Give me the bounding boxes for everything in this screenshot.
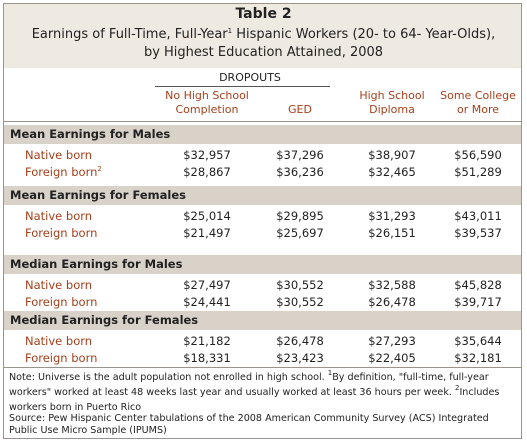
title-line: by Highest Education Attained, 2008 bbox=[143, 45, 384, 60]
text: Hispanic Workers (20- to 64- Year-Olds), bbox=[232, 27, 496, 42]
section-band bbox=[4, 255, 521, 274]
section-title: Mean Earnings for Females bbox=[10, 188, 186, 202]
cell: $23,423 bbox=[276, 351, 324, 365]
title-background bbox=[4, 4, 521, 68]
cell: $36,236 bbox=[276, 165, 324, 179]
cell: $38,907 bbox=[368, 148, 416, 162]
cell: $35,644 bbox=[454, 334, 502, 348]
text: Native born bbox=[25, 278, 93, 292]
group-label: DROPOUTS bbox=[219, 71, 281, 84]
text: Native born bbox=[25, 148, 93, 162]
text: Note: Universe is the adult population n… bbox=[9, 372, 328, 383]
column-header: or More bbox=[456, 103, 500, 116]
cell: $30,552 bbox=[276, 278, 324, 292]
text: Foreign born bbox=[25, 226, 98, 240]
text: By definition, "full-time, full-year wor… bbox=[9, 372, 489, 398]
cell: $30,552 bbox=[276, 295, 324, 309]
text: Native born bbox=[25, 209, 93, 223]
column-header: Some College bbox=[440, 89, 516, 102]
cell: $27,293 bbox=[368, 334, 416, 348]
cell: $21,182 bbox=[183, 334, 231, 348]
row-label: Native born bbox=[25, 148, 92, 162]
cell: $26,478 bbox=[276, 334, 324, 348]
text: Foreign born bbox=[25, 295, 98, 309]
group-rule bbox=[155, 86, 330, 87]
cell: $26,478 bbox=[368, 295, 416, 309]
row-label: Native born bbox=[25, 209, 92, 223]
section-band bbox=[4, 186, 521, 205]
cell: $39,717 bbox=[454, 295, 502, 309]
note: Note: Universe is the adult population n… bbox=[9, 370, 517, 415]
cell: $22,405 bbox=[368, 351, 416, 365]
cell: $32,465 bbox=[368, 165, 416, 179]
text: Earnings of Full-Time, Full-Year bbox=[31, 27, 228, 42]
cell: $29,895 bbox=[276, 209, 324, 223]
cell: $56,590 bbox=[454, 148, 502, 162]
row-label: Native born bbox=[25, 278, 92, 292]
superscript: 2 bbox=[455, 384, 460, 392]
column-header: GED bbox=[288, 103, 312, 116]
cell: $32,957 bbox=[183, 148, 231, 162]
source: Source: Pew Hispanic Center tabulations … bbox=[9, 413, 489, 436]
cell: $25,697 bbox=[276, 226, 324, 240]
notes-rule bbox=[4, 367, 521, 368]
column-header: High School bbox=[359, 89, 425, 102]
cell: $18,331 bbox=[183, 351, 231, 365]
column-header: Diploma bbox=[369, 103, 415, 116]
row-label: Foreign born bbox=[25, 295, 97, 309]
text: Includes workers born in Puerto Rico bbox=[9, 387, 500, 413]
section-band bbox=[4, 125, 521, 144]
header-rule bbox=[4, 121, 521, 122]
title-line: Earnings of Full-Time, Full-Year1 Hispan… bbox=[0, 27, 527, 42]
row-label: Foreign born2 bbox=[25, 165, 102, 179]
cell: $27,497 bbox=[183, 278, 231, 292]
cell: $21,497 bbox=[183, 226, 231, 240]
cell: $39,537 bbox=[454, 226, 502, 240]
cell: $26,151 bbox=[368, 226, 416, 240]
cell: $24,441 bbox=[183, 295, 231, 309]
row-label: Foreign born bbox=[25, 351, 97, 365]
section-title: Mean Earnings for Males bbox=[10, 127, 171, 141]
superscript: 1 bbox=[227, 27, 233, 35]
table-frame bbox=[3, 3, 522, 439]
section-title: Median Earnings for Females bbox=[10, 313, 199, 327]
cell: $28,867 bbox=[183, 165, 231, 179]
cell: $31,293 bbox=[368, 209, 416, 223]
row-label: Native born bbox=[25, 334, 92, 348]
cell: $25,014 bbox=[183, 209, 231, 223]
section-title: Median Earnings for Males bbox=[10, 257, 183, 271]
cell: $32,588 bbox=[368, 278, 416, 292]
cell: $37,296 bbox=[276, 148, 324, 162]
section-band bbox=[4, 311, 521, 330]
text: Native born bbox=[25, 334, 93, 348]
column-header: Completion bbox=[175, 103, 239, 116]
cell: $43,011 bbox=[454, 209, 502, 223]
text: Foreign born bbox=[25, 351, 98, 365]
cell: $45,828 bbox=[454, 278, 502, 292]
table-label: Table 2 bbox=[235, 6, 292, 22]
column-header: No High School bbox=[165, 89, 249, 102]
cell: $32,181 bbox=[454, 351, 502, 365]
row-label: Foreign born bbox=[25, 226, 97, 240]
text: Foreign born bbox=[25, 165, 98, 179]
cell: $51,289 bbox=[454, 165, 502, 179]
superscript: 2 bbox=[97, 165, 102, 173]
superscript: 1 bbox=[327, 369, 333, 377]
